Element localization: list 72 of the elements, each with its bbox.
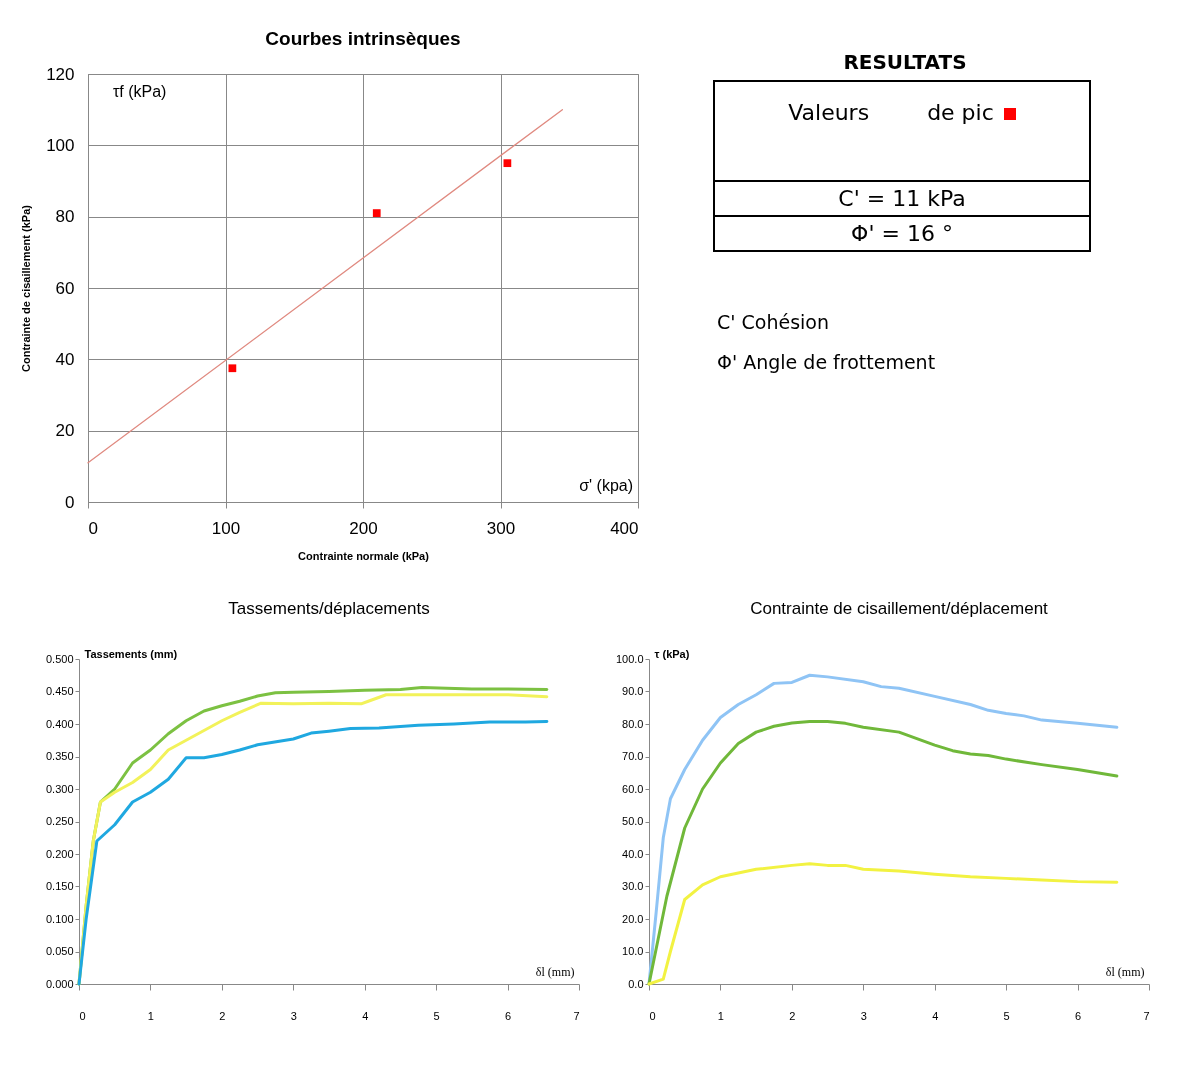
y-tick-label: 60.0 (622, 782, 644, 795)
x-tick-label: 7 (573, 1009, 580, 1022)
y-tick-label: 0.400 (45, 717, 74, 730)
chart-title: Courbes intrinsèques (265, 28, 461, 49)
y-tick-label: 30.0 (622, 880, 644, 892)
y-tick-label: 0.350 (45, 750, 74, 762)
y-tick-label: 0.300 (45, 782, 74, 795)
chart-title: Tassements/déplacements (228, 599, 430, 618)
y-tick-label: 0.050 (45, 945, 74, 957)
y-tick-label: 0.0 (628, 977, 644, 990)
x-tick-label: 5 (1003, 1009, 1010, 1022)
x-tick-label: 6 (505, 1009, 512, 1022)
point (228, 364, 237, 373)
y-tick-label: 100 (46, 135, 75, 155)
y-tick-label: 0 (65, 492, 75, 512)
x-tick-label: 4 (362, 1009, 369, 1022)
y-tick-label: 0.450 (45, 685, 74, 697)
y-tick-label: 20 (55, 421, 75, 441)
text: Φ' Angle de frottement (717, 350, 937, 375)
text: C' = 11 kPa (714, 181, 1090, 216)
x-tick-label: 400 (610, 518, 639, 538)
y-tick-label: 50.0 (622, 815, 644, 827)
y-tick-label: 90.0 (622, 685, 644, 697)
x-tick-label: 1 (717, 1009, 724, 1022)
y-axis-title: Tassements (mm) (84, 647, 178, 660)
x-axis-title: δl (mm) (1105, 964, 1145, 979)
x-tick-label: 7 (1143, 1009, 1150, 1022)
x-tick-label: 0 (649, 1009, 656, 1022)
x-axis-title: δl (mm) (535, 964, 575, 979)
y-tick-label: 20.0 (622, 912, 644, 925)
y-tick-label: 80.0 (622, 717, 644, 730)
text: C' Cohésion (717, 310, 830, 335)
y-tick-label: 120 (46, 64, 75, 84)
x-tick-label: 4 (932, 1009, 939, 1022)
text: de pic (927, 100, 994, 125)
x-tick-label: 1 (147, 1009, 154, 1022)
y-tick-label: 80 (55, 207, 75, 227)
x-tick-label: 300 (486, 518, 516, 538)
y-tick-label: 100.0 (615, 652, 644, 665)
text: Valeurs (788, 100, 870, 125)
annotation: τf (kPa) (113, 83, 167, 100)
line-series (647, 862, 1119, 986)
annotation: σ' (kpa) (579, 477, 633, 494)
x-tick-label: 2 (219, 1009, 226, 1022)
y-tick-label: 0.200 (45, 847, 74, 860)
y-tick-label: 10.0 (622, 945, 644, 957)
x-tick-label: 6 (1075, 1009, 1082, 1022)
point (503, 159, 512, 168)
x-axis-title: Contrainte normale (kPa) (298, 549, 430, 562)
y-tick-label: 0.100 (45, 912, 74, 925)
x-tick-label: 2 (789, 1009, 796, 1022)
chart-title: Contrainte de cisaillement/déplacement (750, 599, 1049, 618)
x-tick-label: 0 (88, 518, 98, 538)
y-tick-label: 40.0 (622, 847, 644, 860)
point (372, 209, 381, 217)
x-tick-label: 5 (433, 1009, 440, 1022)
y-tick-label: 70.0 (622, 750, 644, 762)
text: RESULTATS (842, 50, 968, 74)
y-tick-label: 0.000 (45, 977, 74, 990)
y-axis-title: τ (kPa) (654, 647, 690, 660)
y-tick-label: 0.150 (45, 880, 74, 892)
x-tick-label: 0 (79, 1009, 86, 1022)
y-tick-label: 0.250 (45, 815, 74, 827)
x-tick-label: 200 (349, 518, 378, 538)
y-tick-label: 60 (55, 278, 75, 298)
y-tick-label: 40 (55, 349, 75, 369)
y-axis-title: Contrainte de cisaillement (kPa) (20, 204, 33, 372)
x-tick-label: 100 (211, 518, 241, 538)
text: Φ' = 16 ° (714, 216, 1090, 251)
y-tick-label: 0.500 (45, 652, 74, 665)
x-tick-label: 3 (290, 1009, 297, 1022)
x-tick-label: 3 (860, 1009, 867, 1022)
